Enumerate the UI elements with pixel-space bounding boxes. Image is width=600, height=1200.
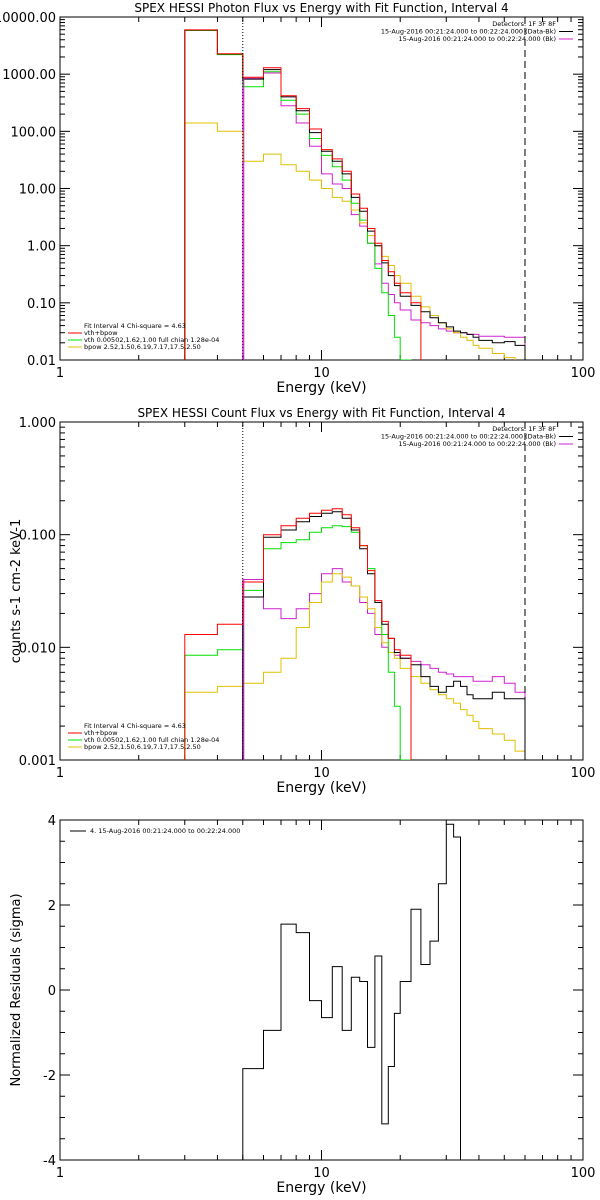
chart-panel-1: SPEX HESSI Photon Flux vs Energy with Fi… <box>0 1 595 396</box>
x-axis-label: Energy (keV) <box>276 380 366 396</box>
x-tick-label: 100 <box>571 766 596 781</box>
y-tick-label: 2 <box>48 899 56 914</box>
legend-entry: Detectors: 1F 3F 8F <box>492 20 556 28</box>
legend-entry: vth+bpow <box>84 329 118 337</box>
x-tick-label: 1 <box>56 366 64 381</box>
x-tick-label: 10 <box>313 766 330 781</box>
y-tick-label: 0.001 <box>19 754 56 769</box>
x-tick-label: 10 <box>313 1166 330 1181</box>
chart-title: SPEX HESSI Count Flux vs Energy with Fit… <box>137 406 505 420</box>
series-group <box>242 823 461 1160</box>
legend-entry: bpow 2.52,1.50,6.19,7.17,17.5,2.50 <box>84 343 201 351</box>
series-data-line <box>184 29 526 360</box>
y-tick-label: 10000.00 <box>0 11 56 26</box>
series-vth-line <box>184 525 412 760</box>
chart-title: SPEX HESSI Photon Flux vs Energy with Fi… <box>134 1 508 15</box>
legend-entry: vth+bpow <box>84 729 118 737</box>
legend-entry: Fit Interval 4 Chi-square = 4.63 <box>84 722 186 730</box>
x-tick-label: 1 <box>56 766 64 781</box>
chart-panel-3: 1 10 100 Energy (keV) -4 -2 0 2 4 Normalized Resi… <box>9 814 595 1196</box>
y-tick-label: 0.010 <box>19 641 56 656</box>
x-tick-label: 100 <box>571 366 596 381</box>
series-data-line <box>242 511 526 760</box>
y-tick-label: 0.100 <box>19 529 56 544</box>
y-tick-label: 4 <box>48 814 56 829</box>
y-axis-label: Normalized Residuals (sigma) <box>9 893 24 1086</box>
series-bk-line <box>242 72 526 360</box>
plot-frame <box>59 819 584 1161</box>
legend-entry: 15-Aug-2016 00:21:24.000 to 00:22:24.000… <box>399 35 556 43</box>
y-tick-label: 1000.00 <box>2 68 56 83</box>
y-tick-label: 10.00 <box>19 183 56 198</box>
y-tick-label: 100.00 <box>11 125 57 140</box>
series-fit-line <box>184 29 422 360</box>
series-fit-line <box>184 508 412 760</box>
y-axis-label: counts s-1 cm-2 keV-1 <box>9 519 24 664</box>
legend-entry: Detectors: 1F 3F 8F <box>492 425 556 433</box>
legend-entry: bpow 2.52,1.50,6.19,7.17,17.5,2.50 <box>84 743 201 751</box>
legend-entry: 15-Aug-2016 00:21:24.000 to 00:22:24.000… <box>399 440 556 448</box>
x-axis-label: Energy (keV) <box>276 780 366 796</box>
legend-entry: vth 0.00502,1.62,1.00 full chian 1.28e-0… <box>84 336 219 344</box>
series-bk-line <box>242 568 526 760</box>
y-tick-label: 0.01 <box>27 354 56 369</box>
legend-entry: 15-Aug-2016 00:21:24.000 to 00:22:24.000… <box>381 433 556 441</box>
chart-panel-2: SPEX HESSI Count Flux vs Energy with Fit… <box>9 406 595 796</box>
legend-entry: 4. 15-Aug-2016 00:21:24.000 to 00:22:24.… <box>90 827 240 835</box>
y-tick-label: 0 <box>48 984 56 999</box>
series-bpow-line <box>184 573 526 760</box>
y-tick-label: 0.10 <box>27 297 56 312</box>
legend-entry: 15-Aug-2016 00:21:24.000 to 00:22:24.000… <box>381 28 556 36</box>
legend-entry: vth 0.00502,1.62,1.00 full chian 1.28e-0… <box>84 736 219 744</box>
y-tick-label: -2 <box>43 1069 56 1084</box>
x-tick-label: 100 <box>571 1166 596 1181</box>
x-axis-label: Energy (keV) <box>276 1180 366 1196</box>
y-tick-label: 1.000 <box>19 416 56 431</box>
y-tick-label: 1.00 <box>27 240 56 255</box>
x-tick-label: 1 <box>56 1166 64 1181</box>
series-bpow-line <box>184 122 516 360</box>
legend-entry: Fit Interval 4 Chi-square = 4.63 <box>84 322 186 330</box>
series-vth-line <box>184 30 412 360</box>
series-group <box>184 508 526 760</box>
series-group <box>184 29 526 360</box>
x-tick-label: 10 <box>313 366 330 381</box>
series-resid-line <box>242 823 461 1160</box>
y-tick-label: -4 <box>43 1154 56 1169</box>
